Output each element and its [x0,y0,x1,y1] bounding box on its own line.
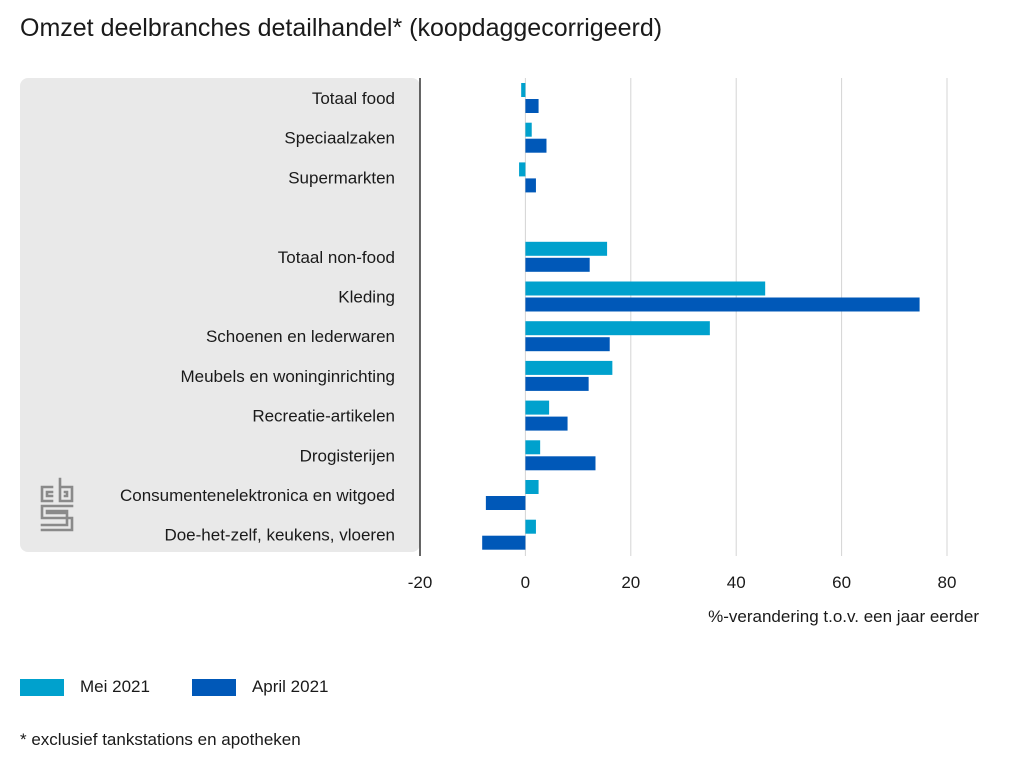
category-label: Consumentenelektronica en witgoed [120,486,395,505]
category-label: Doe-het-zelf, keukens, vloeren [164,526,395,545]
bar-mei-2021 [519,162,526,177]
footnote: * exclusief tankstations en apotheken [20,730,301,749]
cbs-logo-icon [40,477,74,532]
category-label: Supermarkten [288,168,395,187]
x-axis-label: %-verandering t.o.v. een jaar eerder [708,607,979,626]
category-label: Recreatie-artikelen [252,407,395,426]
chart-title: Omzet deelbranches detailhandel* (koopda… [20,14,663,42]
cbs-logo-b-stroke [58,477,74,503]
bar-mei-2021 [525,519,536,534]
legend-label-mei: Mei 2021 [80,677,150,696]
category-label: Drogisterijen [300,446,395,465]
x-tick-label: 20 [621,573,640,592]
bar-april-2021 [525,257,590,272]
x-tick-label: 0 [521,573,530,592]
bar-april-2021 [525,456,596,471]
cbs-logo-s-stroke [40,504,74,532]
legend-swatch-mei [20,678,64,696]
category-label: Kleding [338,288,395,307]
category-label: Speciaalzaken [284,129,395,148]
bar-april-2021 [525,416,568,431]
bar-april-2021 [525,376,589,391]
cbs-logo-b-inner-stroke [63,490,69,498]
x-tick-label: 40 [727,573,746,592]
x-tick-label: 60 [832,573,851,592]
category-label: Totaal food [312,89,395,108]
bar-mei-2021 [525,360,613,375]
cbs-logo-s-inner-stroke [40,509,69,527]
legend-item-april: April 2021 [191,677,329,697]
label-panel [20,78,420,552]
bar-mei-2021 [525,122,532,137]
cbs-logo-c-stroke [40,485,54,503]
legend-item-mei: Mei 2021 [20,677,150,697]
bar-april-2021 [525,99,539,113]
bar-mei-2021 [525,321,710,336]
legend-label-april: April 2021 [251,677,329,696]
bar-april-2021 [485,496,526,510]
bar-april-2021 [525,178,536,193]
bar-chart: Totaal food Speciaalzaken Supermarkten Tota… [20,78,979,626]
x-tick-label: 80 [938,573,957,592]
bar-mei-2021 [525,241,608,256]
bar-april-2021 [525,337,610,352]
bar-mei-2021 [525,480,539,494]
bar-mei-2021 [525,440,541,455]
bar-april-2021 [525,138,547,153]
bar-mei-2021 [521,83,526,97]
bar-april-2021 [525,297,920,312]
category-label: Schoenen en lederwaren [206,327,395,346]
category-label: Totaal non-food [278,248,395,267]
legend: Mei 2021 April 2021 [20,677,371,697]
legend-swatch-april [191,678,236,696]
bar-mei-2021 [525,400,550,415]
x-tick-label: -20 [408,573,433,592]
cbs-logo-c-inner-stroke [45,490,54,498]
bar-april-2021 [482,535,526,550]
category-label: Meubels en woninginrichting [180,367,395,386]
cbs-logo-mark [40,477,74,532]
bar-mei-2021 [525,281,766,296]
